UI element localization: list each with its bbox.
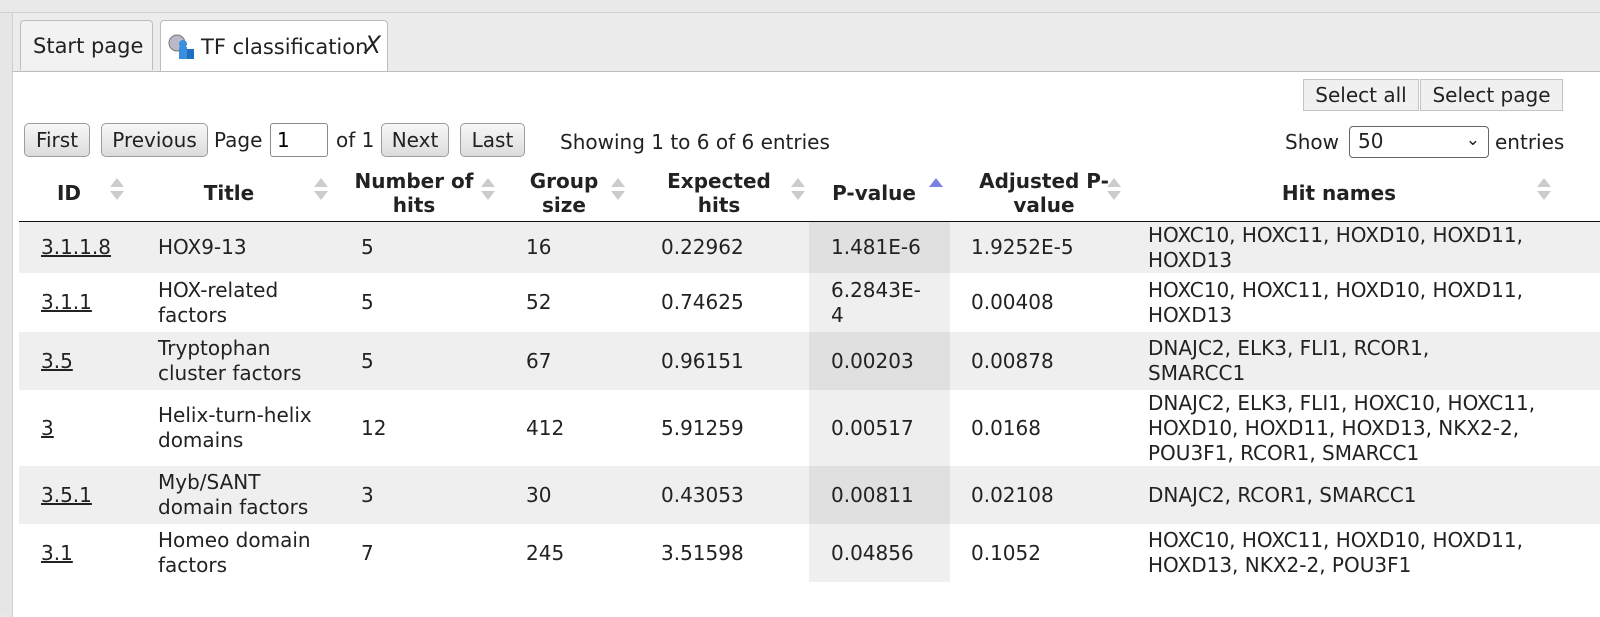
sort-icon bbox=[110, 178, 124, 200]
sort-icon bbox=[314, 178, 328, 200]
title-cell: HOX-related factors bbox=[158, 277, 279, 327]
title-cell: Homeo domain factors bbox=[158, 528, 311, 577]
adjusted-p-value-cell: 0.02108 bbox=[971, 482, 1054, 507]
tf-classification-icon bbox=[167, 33, 195, 61]
adjusted-p-value-cell: 1.9252E-5 bbox=[971, 235, 1074, 259]
sort-icon bbox=[1537, 178, 1551, 200]
hit-names-cell: HOXC10, HOXC11, HOXD10, HOXD11, HOXD13, … bbox=[1148, 528, 1523, 577]
column-header-group-size[interactable]: Group size bbox=[524, 164, 625, 221]
sort-ascending-icon bbox=[929, 178, 943, 200]
sort-icon bbox=[791, 178, 805, 200]
page-label: Page bbox=[214, 128, 263, 152]
entries-info: Showing 1 to 6 of 6 entries bbox=[560, 130, 830, 154]
id-link[interactable]: 3 bbox=[41, 415, 54, 440]
table-row[interactable]: 3.5.1 Myb/SANT domain factors 3 30 0.430… bbox=[19, 466, 1600, 524]
sort-icon bbox=[481, 178, 495, 200]
id-link[interactable]: 3.1.1.8 bbox=[41, 235, 111, 259]
adjusted-p-value-cell: 0.00878 bbox=[971, 348, 1054, 373]
hits-cell: 12 bbox=[361, 415, 387, 440]
p-value-cell: 1.481E-6 bbox=[809, 222, 950, 273]
adjusted-p-value-cell: 0.0168 bbox=[971, 415, 1041, 440]
group-size-cell: 16 bbox=[526, 235, 552, 259]
title-cell: Helix-turn-helix domains bbox=[158, 403, 312, 452]
group-size-cell: 245 bbox=[526, 540, 565, 565]
p-value-cell: 0.04856 bbox=[809, 524, 950, 582]
tab-start-page[interactable]: Start page bbox=[20, 20, 153, 70]
entries-label: entries bbox=[1495, 130, 1565, 154]
hits-cell: 5 bbox=[361, 290, 374, 314]
last-page-button[interactable]: Last bbox=[460, 123, 525, 157]
page-number-input[interactable] bbox=[270, 123, 328, 157]
id-link[interactable]: 3.1 bbox=[41, 540, 73, 565]
table-row[interactable]: 3 Helix-turn-helix domains 12 412 5.9125… bbox=[19, 390, 1600, 466]
column-header-title[interactable]: Title bbox=[149, 164, 328, 221]
tab-label: TF classification bbox=[201, 34, 369, 59]
hits-cell: 5 bbox=[361, 235, 374, 259]
previous-page-button[interactable]: Previous bbox=[101, 123, 208, 157]
tab-label: Start page bbox=[33, 33, 144, 58]
hit-names-cell: DNAJC2, RCOR1, SMARCC1 bbox=[1148, 482, 1417, 507]
show-label: Show bbox=[1285, 130, 1339, 154]
table-row[interactable]: 3.1 Homeo domain factors 7 245 3.51598 0… bbox=[19, 524, 1600, 582]
table-body: 3.1.1.8 HOX9-13 5 16 0.22962 1.481E-6 1.… bbox=[19, 222, 1600, 582]
expected-hits-cell: 0.74625 bbox=[661, 290, 744, 314]
adjusted-p-value-cell: 0.1052 bbox=[971, 540, 1041, 565]
select-page-button[interactable]: Select page bbox=[1420, 79, 1563, 111]
page-size-select[interactable]: 50 ⌄ bbox=[1349, 126, 1489, 158]
tab-tf-classification[interactable]: TF classification X bbox=[160, 20, 388, 72]
id-link[interactable]: 3.5 bbox=[41, 348, 73, 373]
table-row[interactable]: 3.5 Tryptophan cluster factors 5 67 0.96… bbox=[19, 332, 1600, 390]
column-header-id[interactable]: ID bbox=[19, 164, 124, 221]
first-page-button[interactable]: First bbox=[24, 123, 90, 157]
id-link[interactable]: 3.5.1 bbox=[41, 482, 92, 507]
next-page-button[interactable]: Next bbox=[381, 123, 449, 157]
p-value-cell: 0.00517 bbox=[809, 390, 950, 466]
close-icon[interactable]: X bbox=[364, 31, 381, 59]
table-header: ID Title Number of hits Group size Expec… bbox=[19, 164, 1600, 223]
p-value-cell: 0.00811 bbox=[809, 466, 950, 524]
p-value-cell: 0.00203 bbox=[809, 332, 950, 390]
expected-hits-cell: 5.91259 bbox=[661, 415, 744, 440]
column-header-hit-names[interactable]: Hit names bbox=[1139, 164, 1551, 221]
sort-icon bbox=[611, 178, 625, 200]
window-top-border bbox=[0, 0, 1600, 13]
hit-names-cell: HOXC10, HOXC11, HOXD10, HOXD11, HOXD13 bbox=[1148, 277, 1523, 327]
sort-icon bbox=[1107, 178, 1121, 200]
hits-cell: 3 bbox=[361, 482, 374, 507]
hits-cell: 7 bbox=[361, 540, 374, 565]
page-size-value: 50 bbox=[1358, 129, 1384, 153]
chevron-down-icon: ⌄ bbox=[1465, 130, 1480, 150]
group-size-cell: 30 bbox=[526, 482, 552, 507]
group-size-cell: 412 bbox=[526, 415, 565, 440]
column-header-expected-hits[interactable]: Expected hits bbox=[659, 164, 805, 221]
results-panel: Select all Select page First Previous Pa… bbox=[12, 71, 1600, 617]
title-cell: Tryptophan cluster factors bbox=[158, 336, 302, 385]
adjusted-p-value-cell: 0.00408 bbox=[971, 290, 1054, 314]
hit-names-cell: DNAJC2, ELK3, FLI1, HOXC10, HOXC11, HOXD… bbox=[1148, 390, 1536, 465]
expected-hits-cell: 0.22962 bbox=[661, 235, 744, 259]
group-size-cell: 52 bbox=[526, 290, 552, 314]
column-header-adjusted-p-value[interactable]: Adjusted P-value bbox=[974, 164, 1121, 221]
id-link[interactable]: 3.1.1 bbox=[41, 290, 92, 314]
title-cell: HOX9-13 bbox=[158, 235, 247, 259]
table-row[interactable]: 3.1.1 HOX-related factors 5 52 0.74625 6… bbox=[19, 273, 1600, 332]
column-header-p-value[interactable]: P-value bbox=[819, 164, 943, 221]
tab-bar: Start page TF classification X bbox=[12, 13, 1600, 72]
hit-names-cell: DNAJC2, ELK3, FLI1, RCOR1, SMARCC1 bbox=[1148, 336, 1430, 385]
table-row[interactable]: 3.1.1.8 HOX9-13 5 16 0.22962 1.481E-6 1.… bbox=[19, 222, 1600, 273]
select-all-button[interactable]: Select all bbox=[1303, 79, 1419, 111]
page-count-label: of 1 bbox=[336, 128, 375, 152]
title-cell: Myb/SANT domain factors bbox=[158, 470, 309, 519]
expected-hits-cell: 0.43053 bbox=[661, 482, 744, 507]
hits-cell: 5 bbox=[361, 348, 374, 373]
group-size-cell: 67 bbox=[526, 348, 552, 373]
hit-names-cell: HOXC10, HOXC11, HOXD10, HOXD11, HOXD13 bbox=[1148, 222, 1523, 272]
expected-hits-cell: 0.96151 bbox=[661, 348, 744, 373]
p-value-cell: 6.2843E-4 bbox=[809, 273, 950, 332]
column-header-number-of-hits[interactable]: Number of hits bbox=[354, 164, 495, 221]
expected-hits-cell: 3.51598 bbox=[661, 540, 744, 565]
